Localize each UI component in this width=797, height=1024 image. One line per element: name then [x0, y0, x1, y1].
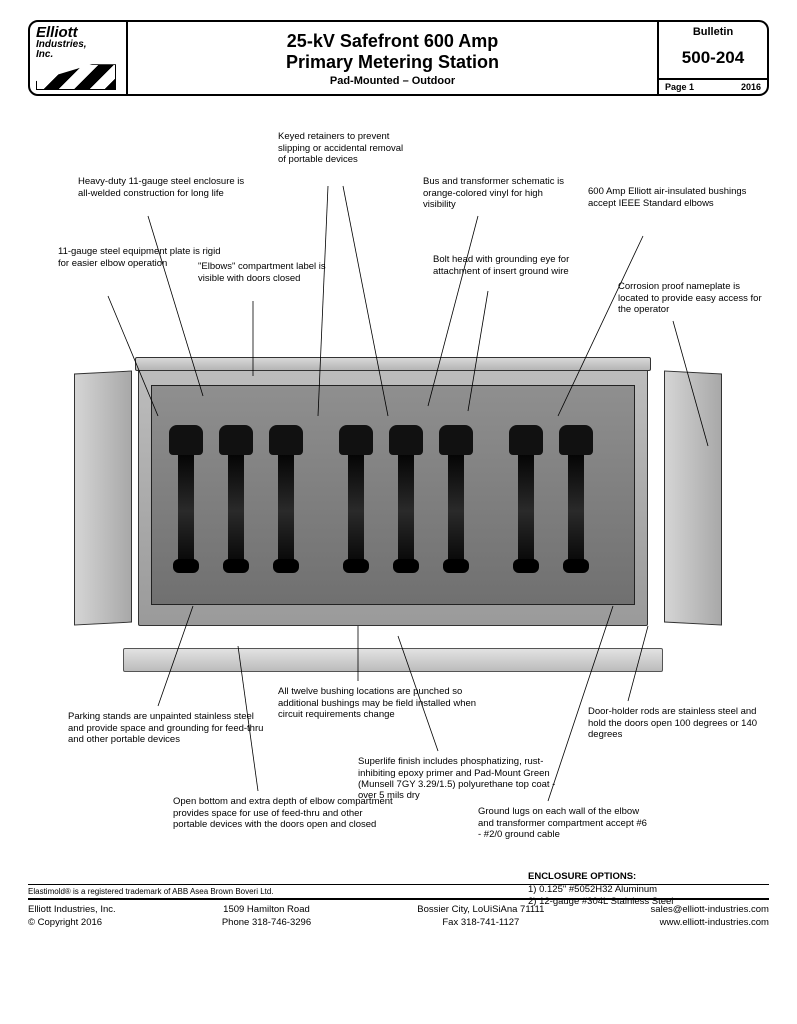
door-left [74, 371, 132, 626]
callout-bushings: 600 Amp Elliott air-insulated bushings a… [588, 186, 748, 209]
footer-copyright: © Copyright 2016 [28, 917, 116, 929]
enclosure-heading: ENCLOSURE OPTIONS: [528, 871, 673, 883]
page-label: Page 1 [665, 82, 694, 92]
elbow-icon [219, 425, 253, 565]
page: Elliott Industries, Inc. 25-kV Safefront… [0, 0, 797, 949]
enclosure-options: ENCLOSURE OPTIONS: 1) 0.125" #5052H32 Al… [528, 871, 673, 908]
logo-sub2: Inc. [36, 50, 120, 60]
bulletin-number: 500-204 [659, 38, 767, 78]
footer-phone: Phone 318-746-3296 [222, 917, 311, 929]
elbow-icon [389, 425, 423, 565]
footer-fax: Fax 318-741-1127 [417, 917, 544, 929]
elbow-icon [269, 425, 303, 565]
callout-doorrods: Door-holder rods are stainless steel and… [588, 706, 758, 740]
callout-twelve: All twelve bushing locations are punched… [278, 686, 478, 720]
footer-city: Bossier City, LoUiSiAna 71111 [417, 904, 544, 916]
footer-web: www.elliott-industries.com [651, 917, 769, 929]
elbow-icon [509, 425, 543, 565]
enclosure-opt1: 1) 0.125" #5052H32 Aluminum [528, 884, 673, 896]
callout-parking: Parking stands are unpainted stainless s… [68, 711, 268, 745]
footer-col3: Bossier City, LoUiSiAna 71111 Fax 318-74… [417, 904, 544, 929]
callout-elbows-label: "Elbows" compartment label is visible wi… [198, 261, 328, 284]
footer-col1: Elliott Industries, Inc. © Copyright 201… [28, 904, 116, 929]
bulletin-footer: Page 1 2016 [659, 78, 767, 94]
callout-retainers: Keyed retainers to prevent slipping or a… [278, 131, 408, 165]
footer-company: Elliott Industries, Inc. [28, 904, 116, 916]
elbow-icon [339, 425, 373, 565]
header-box: Elliott Industries, Inc. 25-kV Safefront… [28, 20, 769, 96]
year: 2016 [741, 82, 761, 92]
callout-nameplate: Corrosion proof nameplate is located to … [618, 281, 768, 315]
diagram-area: Heavy-duty 11-gauge steel enclosure is a… [28, 116, 769, 876]
footer-col2: 1509 Hamilton Road Phone 318-746-3296 [222, 904, 311, 929]
callout-finish: Superlife finish includes phosphatizing,… [358, 756, 568, 802]
title-line2: Primary Metering Station [132, 52, 653, 73]
callout-groundlugs: Ground lugs on each wall of the elbow an… [478, 806, 648, 840]
title-subtitle: Pad-Mounted – Outdoor [132, 75, 653, 87]
logo-cell: Elliott Industries, Inc. [30, 22, 128, 94]
cabinet [138, 366, 648, 626]
footer-addr: 1509 Hamilton Road [222, 904, 311, 916]
title-cell: 25-kV Safefront 600 Amp Primary Metering… [128, 22, 657, 94]
callout-bolthead: Bolt head with grounding eye for attachm… [433, 254, 573, 277]
elbow-icon [169, 425, 203, 565]
enclosure-opt2: 2) 12-gauge #304L Stainless Steel [528, 896, 673, 908]
callout-schematic: Bus and transformer schematic is orange-… [423, 176, 573, 210]
elbow-icon [559, 425, 593, 565]
door-right [664, 371, 722, 626]
logo-icon [36, 64, 116, 90]
concrete-pad [123, 648, 663, 672]
product-illustration [68, 366, 728, 656]
elbow-icon [439, 425, 473, 565]
bulletin-cell: Bulletin 500-204 Page 1 2016 [657, 22, 767, 94]
title-line1: 25-kV Safefront 600 Amp [132, 31, 653, 52]
logo-name: Elliott [36, 26, 120, 40]
cabinet-lid [135, 357, 651, 371]
bulletin-label: Bulletin [659, 22, 767, 38]
callout-enclosure: Heavy-duty 11-gauge steel enclosure is a… [78, 176, 248, 199]
